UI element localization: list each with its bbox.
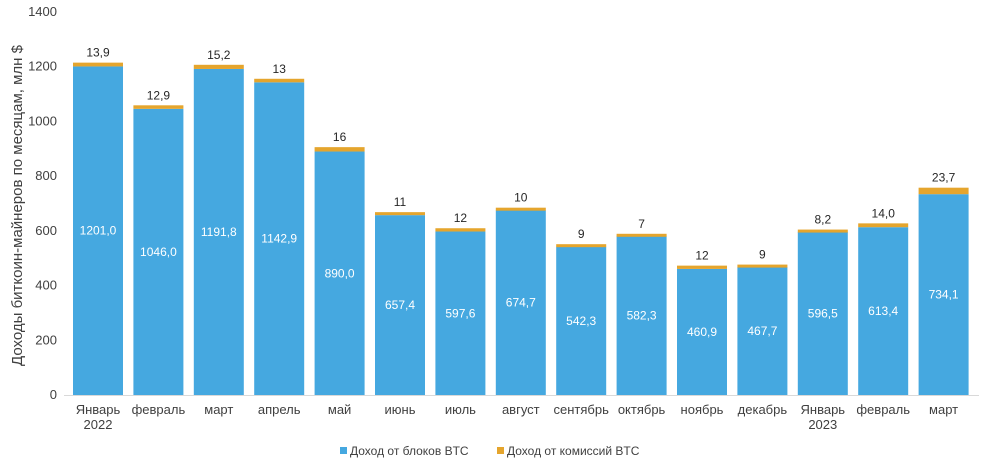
x-tick-label: ноябрь xyxy=(681,402,724,417)
bar-block-revenue xyxy=(73,66,123,396)
bar-block-revenue xyxy=(495,210,546,395)
data-label-fee-revenue: 13 xyxy=(273,62,287,76)
y-axis: 0 200 400 600 800 1000 1200 1400 xyxy=(28,4,57,402)
data-label-block-revenue: 596,5 xyxy=(808,306,838,320)
bar-fee-revenue xyxy=(314,147,365,152)
bar-fee-revenue xyxy=(193,64,244,69)
data-label-block-revenue: 1142,9 xyxy=(261,232,297,246)
y-tick-label: 400 xyxy=(35,278,57,293)
x-tick-label: сентябрь xyxy=(554,402,610,417)
legend-label-block-revenue: Доход от блоков BTC xyxy=(350,444,469,458)
x-tick-label: октябрь xyxy=(618,402,666,417)
data-label-fee-revenue: 16 xyxy=(333,130,347,144)
data-label-fee-revenue: 8,2 xyxy=(814,213,831,227)
data-label-fee-revenue: 9 xyxy=(759,248,766,262)
y-tick-label: 0 xyxy=(50,387,57,402)
data-label-block-revenue: 674,7 xyxy=(506,296,536,310)
data-label-block-revenue: 467,7 xyxy=(747,324,777,338)
x-tick-label: август xyxy=(502,402,540,417)
bar-fee-revenue xyxy=(435,228,486,232)
data-label-fee-revenue: 14,0 xyxy=(872,206,896,220)
data-label-block-revenue: 542,3 xyxy=(566,314,596,328)
bar-block-revenue xyxy=(616,235,667,395)
bar-fee-revenue xyxy=(375,212,425,216)
data-label-fee-revenue: 23,7 xyxy=(932,171,956,185)
legend: Доход от блоков BTC Доход от комиссий BT… xyxy=(340,444,640,458)
data-label-block-revenue: 613,4 xyxy=(868,304,898,318)
x-tick-label: май xyxy=(328,402,351,417)
data-label-fee-revenue: 9 xyxy=(578,227,585,241)
bar-fee-revenue xyxy=(254,78,305,83)
bar-fee-revenue xyxy=(858,223,909,228)
y-tick-label: 200 xyxy=(35,332,57,347)
x-tick-label: март xyxy=(929,402,958,417)
data-label-block-revenue: 1191,8 xyxy=(201,225,237,239)
x-tick-label: Январь xyxy=(76,402,121,417)
bar-block-revenue xyxy=(677,268,727,395)
bar-fee-revenue xyxy=(797,229,848,233)
bar-fee-revenue xyxy=(133,105,184,109)
y-axis-label: Доходы биткоин-майнеров по месяцам, млн … xyxy=(9,44,26,366)
bar-block-revenue xyxy=(314,151,365,395)
bar-block-revenue xyxy=(918,194,969,395)
x-tick-label: 2023 xyxy=(808,417,837,432)
bar-block-revenue xyxy=(797,231,848,395)
data-label-fee-revenue: 12 xyxy=(454,211,468,225)
x-tick-label: июль xyxy=(445,402,476,417)
x-tick-label: 2022 xyxy=(84,417,113,432)
bar-block-revenue xyxy=(254,82,305,396)
x-tick-label: апрель xyxy=(258,402,301,417)
legend-swatch-fee-revenue xyxy=(497,447,504,454)
bar-block-revenue xyxy=(858,227,909,395)
data-label-fee-revenue: 12 xyxy=(695,249,709,263)
bar-block-revenue xyxy=(375,215,425,395)
bar-fee-revenue xyxy=(918,187,969,195)
data-label-block-revenue: 460,9 xyxy=(687,325,717,339)
bar-block-revenue xyxy=(193,68,244,395)
data-label-block-revenue: 597,6 xyxy=(445,306,475,320)
data-label-fee-revenue: 7 xyxy=(638,217,645,231)
y-tick-label: 1400 xyxy=(28,4,57,19)
x-tick-label: март xyxy=(204,402,233,417)
data-label-fee-revenue: 15,2 xyxy=(207,48,231,62)
data-label-block-revenue: 890,0 xyxy=(325,266,355,280)
bar-fee-revenue xyxy=(737,264,788,268)
data-label-fee-revenue: 12,9 xyxy=(147,88,171,102)
data-label-fee-revenue: 11 xyxy=(394,195,407,209)
bar-block-revenue xyxy=(556,246,607,395)
bar-block-revenue xyxy=(133,108,184,395)
y-tick-label: 600 xyxy=(35,223,57,238)
bar-fee-revenue xyxy=(556,244,607,248)
data-label-block-revenue: 1201,0 xyxy=(80,224,117,238)
y-tick-label: 800 xyxy=(35,168,57,183)
data-label-fee-revenue: 10 xyxy=(514,191,528,205)
bar-fee-revenue xyxy=(677,265,727,269)
bar-block-revenue xyxy=(737,267,788,395)
data-label-block-revenue: 657,4 xyxy=(385,298,415,312)
x-tick-label: июнь xyxy=(385,402,416,417)
x-tick-label: декабрь xyxy=(738,402,788,417)
legend-label-fee-revenue: Доход от комиссий BTC xyxy=(507,444,640,458)
data-label-fee-revenue: 13,9 xyxy=(86,46,110,60)
x-tick-label: февраль xyxy=(856,402,910,417)
y-tick-label: 1000 xyxy=(28,113,57,128)
bars: 1201,0 13,9 1046,0 12,9 1191,8 15,2 1142,9 13 89… xyxy=(73,46,969,396)
bar-fee-revenue xyxy=(495,207,546,211)
x-tick-label: февраль xyxy=(132,402,186,417)
bar-block-revenue xyxy=(435,231,486,395)
y-tick-label: 1200 xyxy=(28,59,57,74)
x-tick-label: Январь xyxy=(801,402,846,417)
legend-swatch-block-revenue xyxy=(340,447,347,454)
bar-fee-revenue xyxy=(73,62,123,67)
data-label-block-revenue: 734,1 xyxy=(929,288,959,302)
data-label-block-revenue: 1046,0 xyxy=(140,245,177,259)
data-label-block-revenue: 582,3 xyxy=(627,308,657,322)
bar-fee-revenue xyxy=(616,233,667,237)
